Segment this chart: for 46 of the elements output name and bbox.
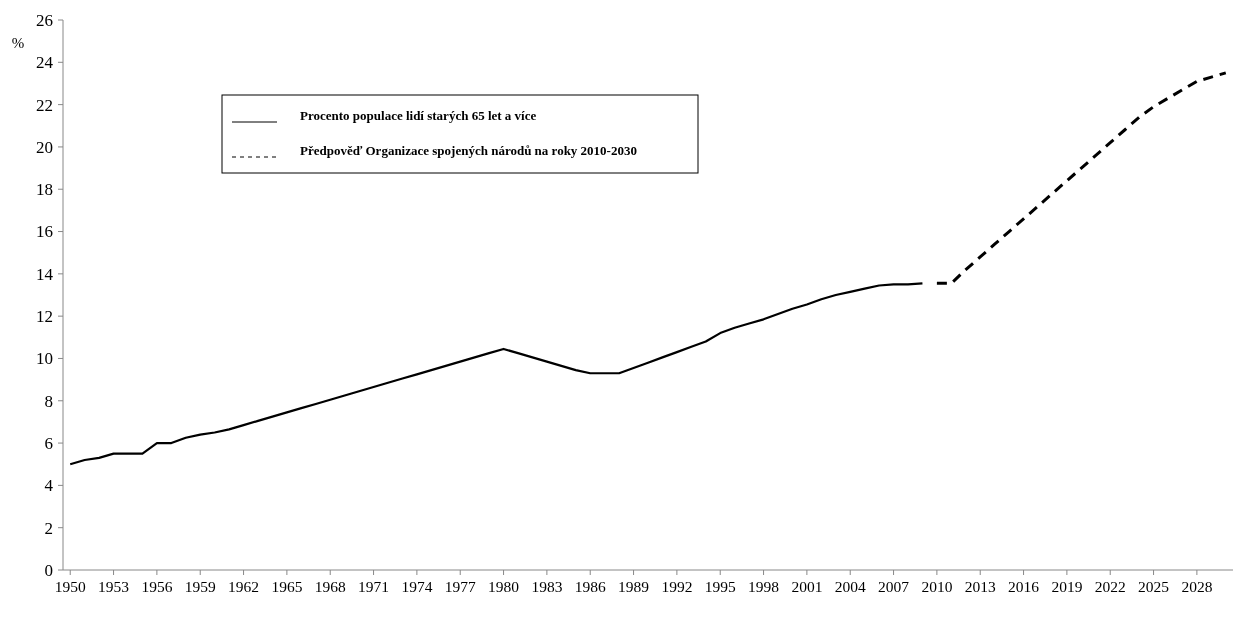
- legend-label: Předpověď Organizace spojených národů na roky 2010-2030: [300, 143, 637, 158]
- x-tick-label: 1965: [271, 578, 303, 595]
- x-tick-label: 2016: [1008, 578, 1040, 595]
- x-tick-label: 2007: [878, 578, 910, 595]
- line-series: [935, 71, 1228, 285]
- y-tick-label: 18: [36, 180, 53, 200]
- x-tick-label: 1974: [401, 578, 433, 595]
- x-tick-label: 1977: [444, 578, 476, 595]
- x-tick-label: 2013: [964, 578, 996, 595]
- y-tick-label: 26: [36, 10, 53, 30]
- x-tick-label: 1998: [748, 578, 780, 595]
- y-tick-label: 10: [36, 349, 53, 369]
- y-tick-label: 8: [44, 391, 53, 411]
- y-tick-label: 12: [36, 307, 53, 327]
- legend-label: Procento populace lidí starých 65 let a více: [300, 108, 537, 123]
- y-tick-label: 6: [44, 434, 53, 454]
- x-tick-label: 1989: [618, 578, 650, 595]
- x-tick-label: 2025: [1138, 578, 1170, 595]
- y-tick-label: 0: [44, 560, 53, 580]
- y-tick-label: 16: [36, 222, 53, 242]
- x-tick-label: 1953: [98, 578, 130, 595]
- x-tick-label: 2004: [834, 578, 866, 595]
- y-tick-label: 20: [36, 137, 53, 157]
- y-tick-label: 14: [36, 264, 54, 284]
- x-tick-label: 1956: [141, 578, 173, 595]
- x-tick-label: 1971: [358, 578, 390, 595]
- x-tick-label: 1983: [531, 578, 563, 595]
- x-tick-label: 1950: [54, 578, 86, 595]
- line-series: [69, 282, 924, 466]
- y-tick-label: 22: [36, 95, 53, 115]
- x-tick-label: 1962: [228, 578, 260, 595]
- x-tick-label: 1968: [314, 578, 346, 595]
- x-tick-label: 2010: [921, 578, 953, 595]
- y-tick-label: 2: [44, 518, 53, 538]
- x-tick-label: 1992: [661, 578, 693, 595]
- x-tick-label: 1959: [184, 578, 216, 595]
- x-tick-label: 2019: [1051, 578, 1083, 595]
- x-tick-label: 1995: [704, 578, 736, 595]
- x-tick-label: 2028: [1181, 578, 1213, 595]
- x-tick-label: 1980: [488, 578, 520, 595]
- y-tick-label: 24: [36, 53, 54, 73]
- x-tick-label: 2001: [791, 578, 823, 595]
- y-axis-title: %: [11, 35, 25, 51]
- y-tick-label: 4: [44, 476, 54, 496]
- x-tick-label: 1986: [574, 578, 606, 595]
- x-tick-label: 2022: [1094, 578, 1126, 595]
